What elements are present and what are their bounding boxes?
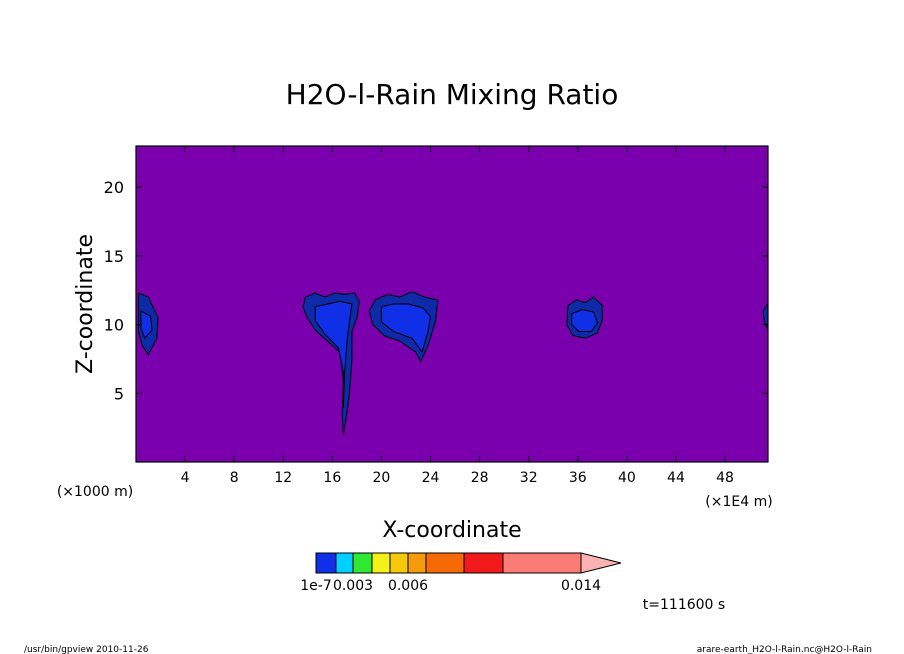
colorbar-swatch [371, 552, 391, 574]
x-tick-label: 44 [667, 470, 685, 486]
x-tick-label: 32 [520, 470, 538, 486]
contour-region-6 [380, 303, 431, 353]
plot-background [136, 146, 768, 462]
x-unit-right: (×1E4 m) [705, 494, 772, 510]
x-unit-left: (×1000 m) [57, 484, 133, 500]
chart-title: H2O-l-Rain Mixing Ratio [286, 78, 619, 111]
x-tick-label: 28 [471, 470, 489, 486]
colorbar-swatch [335, 552, 354, 574]
colorbar-label: 0.014 [561, 578, 601, 594]
x-tick-label: 48 [716, 470, 734, 486]
contour-region-8 [571, 309, 598, 332]
x-tick-label: 16 [323, 470, 341, 486]
contour-region-4 [314, 300, 353, 408]
footer-right: arare-earth_H2O-l-Rain.nc@H2O-l-Rain [697, 645, 872, 654]
x-tick-label: 36 [569, 470, 587, 486]
x-axis: 4 8 12 16 20 24 28 32 36 40 44 48 [181, 146, 734, 486]
colorbar: 1e-7 0.003 0.006 0.014 [300, 552, 622, 594]
colorbar-swatch [389, 552, 409, 574]
colorbar-swatch [407, 552, 427, 574]
time-label: t=111600 s [643, 597, 725, 613]
x-tick-label: 20 [373, 470, 391, 486]
y-axis: 5 10 15 20 [104, 178, 768, 403]
colorbar-extend-arrow [580, 552, 622, 574]
x-tick-label: 24 [422, 470, 440, 486]
colorbar-swatch [425, 552, 465, 574]
x-axis-label: X-coordinate [382, 518, 521, 543]
colorbar-swatch [352, 552, 373, 574]
x-tick-label: 12 [274, 470, 292, 486]
colorbar-label: 0.003 [333, 578, 373, 594]
x-tick-label: 40 [618, 470, 636, 486]
plot-area [136, 146, 769, 462]
y-tick-label: 5 [114, 384, 124, 403]
y-tick-label: 10 [104, 316, 124, 335]
plot-frame [135, 145, 769, 463]
x-tick-label: 4 [181, 470, 190, 486]
colorbar-swatch [315, 552, 337, 574]
y-tick-label: 15 [104, 247, 124, 266]
colorbar-swatch [463, 552, 504, 574]
footer-left: /usr/bin/gpview 2010-11-26 [24, 645, 149, 654]
colorbar-swatch [502, 552, 582, 574]
colorbar-label: 0.006 [388, 578, 428, 594]
y-axis-label: Z-coordinate [73, 234, 98, 374]
x-tick-label: 8 [230, 470, 239, 486]
colorbar-label: 1e-7 [300, 578, 331, 594]
y-tick-label: 20 [104, 178, 124, 197]
